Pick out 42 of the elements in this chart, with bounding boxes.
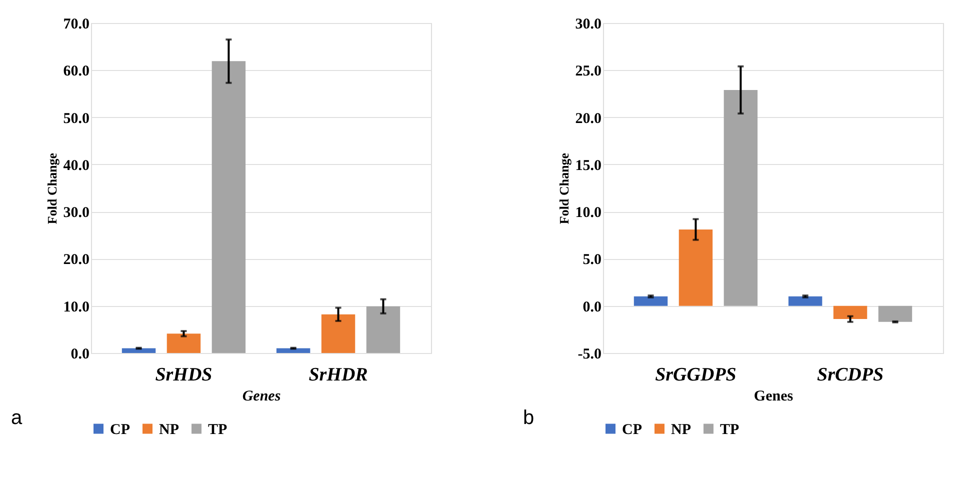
legend-label: CP [622, 422, 642, 438]
legend-label: CP [110, 422, 130, 438]
y-tick-label: 50.0 [63, 110, 90, 127]
bar [878, 306, 912, 322]
y-tick-label: 0.0 [70, 346, 90, 362]
y-tick-label: 60.0 [63, 64, 90, 80]
legend-label: NP [671, 422, 691, 438]
x-tick-label: SrHDR [308, 364, 368, 386]
y-tick-label: 25.0 [575, 64, 602, 80]
x-tick-label: SrGGDPS [655, 364, 736, 386]
bar [788, 296, 822, 306]
y-tick-label: 20.0 [63, 252, 90, 268]
bar [678, 229, 713, 306]
y-tick-label: -5.0 [578, 346, 602, 362]
x-axis-title: Genes [754, 388, 794, 404]
legend-label: TP [208, 422, 228, 438]
bar [634, 296, 668, 306]
bar [366, 306, 400, 353]
y-tick-label: 0.0 [582, 299, 602, 316]
bar [212, 61, 246, 353]
y-tick-label: 70.0 [63, 16, 90, 32]
y-tick-label: 10.0 [63, 299, 90, 316]
text: a [11, 407, 23, 429]
x-tick-label: SrCDPS [817, 364, 884, 386]
y-axis-title: Fold Change [44, 152, 60, 224]
bar [166, 334, 201, 353]
bar [724, 90, 758, 306]
y-tick-label: 20.0 [575, 110, 602, 127]
y-tick-label: 30.0 [575, 16, 602, 32]
bar [833, 306, 868, 320]
legend-label: NP [159, 422, 179, 438]
legend-label: TP [720, 422, 740, 438]
x-axis-title: Genes [242, 388, 281, 404]
y-tick-label: 30.0 [63, 205, 90, 222]
y-tick-label: 40.0 [63, 158, 90, 174]
bar [321, 314, 356, 353]
text: b [523, 407, 534, 429]
y-tick-label: 10.0 [575, 205, 602, 222]
x-tick-label: SrHDS [155, 364, 212, 386]
y-tick-label: 15.0 [575, 158, 602, 174]
y-axis-title: Fold Change [556, 152, 572, 224]
y-tick-label: 5.0 [582, 252, 602, 268]
